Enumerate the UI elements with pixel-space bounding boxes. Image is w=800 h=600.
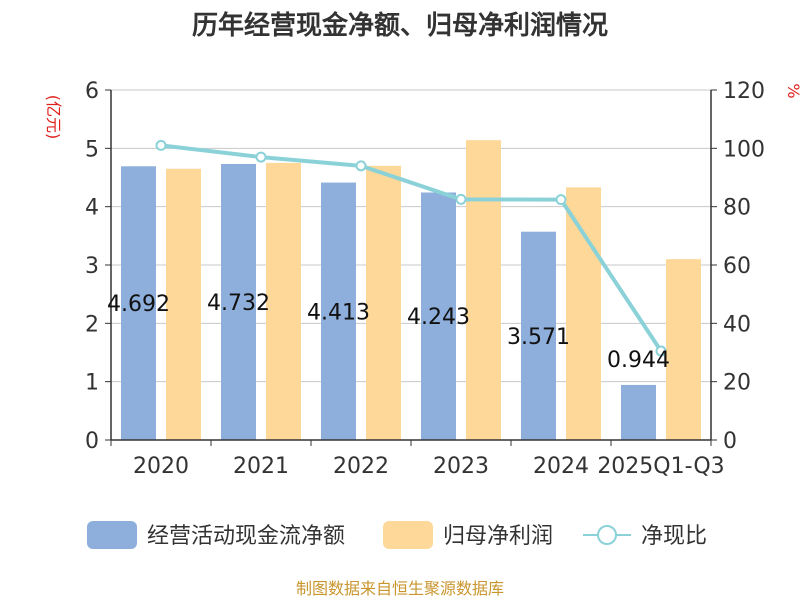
legend-net-profit-swatch xyxy=(383,521,433,549)
data-label: 4.243 xyxy=(407,305,470,330)
left-axis-tick-label: 6 xyxy=(85,79,99,104)
ratio-point xyxy=(655,345,667,357)
source-note: 制图数据来自恒生聚源数据库 xyxy=(296,579,504,598)
data-label: 4.692 xyxy=(107,292,170,317)
chart-title: 历年经营现金净额、归母净利润情况 xyxy=(192,10,608,41)
bar-cash-flow xyxy=(621,384,656,440)
left-axis-tick-label: 2 xyxy=(85,312,99,337)
ratio-line-path xyxy=(160,143,663,353)
gridlines xyxy=(111,89,711,383)
left-axis-tick-label: 3 xyxy=(85,254,99,279)
left-axis-tick-label: 4 xyxy=(85,196,99,221)
legend-cash-flow-swatch xyxy=(87,521,137,549)
bar-cash-flow xyxy=(521,231,556,440)
right-axis-tick-label: 60 xyxy=(723,254,751,279)
data-label: 0.944 xyxy=(607,348,670,373)
bar-net-profit xyxy=(666,259,701,440)
x-axis-tick-label: 2024 xyxy=(533,454,589,479)
legend-cash-flow-label: 经营活动现金流净额 xyxy=(147,524,345,549)
bar-cash-flow xyxy=(321,182,356,440)
x-axis-tick-label: 2023 xyxy=(433,454,489,479)
x-axis-tick-label: 2025Q1-Q3 xyxy=(597,454,724,479)
bar-net-profit xyxy=(166,168,201,440)
right-axis-unit: % xyxy=(784,83,800,98)
left-axis-tick-label: 5 xyxy=(85,137,99,162)
x-axis-tick-label: 2022 xyxy=(333,454,389,479)
bar-cash-flow xyxy=(421,192,456,440)
x-axis-tick-label: 2021 xyxy=(233,454,289,479)
bar-cash-flow xyxy=(121,166,156,441)
left-axis-unit: (亿元) xyxy=(44,95,63,140)
right-axis-tick-label: 100 xyxy=(723,137,765,162)
legend-net-profit-label: 归母净利润 xyxy=(443,524,553,549)
data-label: 3.571 xyxy=(507,325,570,350)
data-label: 4.413 xyxy=(307,300,370,325)
ratio-point xyxy=(555,194,567,206)
x-axis-tick-label: 2020 xyxy=(133,454,189,479)
right-axis-tick-label: 20 xyxy=(723,371,751,396)
bar-net-profit xyxy=(566,187,601,440)
ratio-point xyxy=(455,193,467,205)
left-axis-tick-label: 0 xyxy=(85,429,99,454)
right-axis-tick-label: 40 xyxy=(723,312,751,337)
bars xyxy=(121,140,701,441)
legend-ratio-label: 净现比 xyxy=(641,524,707,549)
ratio-point xyxy=(155,139,167,151)
bar-cash-flow xyxy=(221,163,256,440)
data-label: 4.732 xyxy=(207,291,270,316)
ratio-point xyxy=(355,160,367,172)
data-labels: 4.692 4.732 4.413 4.243 3.571 0.944 xyxy=(107,291,670,373)
ratio-line xyxy=(155,139,667,357)
bar-net-profit xyxy=(366,165,401,441)
right-axis-tick-label: 0 xyxy=(723,429,737,454)
bar-net-profit xyxy=(466,140,501,440)
legend: 经营活动现金流净额 归母净利润 净现比 xyxy=(87,521,707,549)
left-axis-tick-label: 1 xyxy=(85,371,99,396)
bar-net-profit xyxy=(266,162,301,440)
right-axis-tick-label: 80 xyxy=(723,196,751,221)
right-axis-tick-label: 120 xyxy=(723,79,765,104)
ratio-point xyxy=(255,151,267,163)
legend-ratio-marker xyxy=(597,525,617,545)
